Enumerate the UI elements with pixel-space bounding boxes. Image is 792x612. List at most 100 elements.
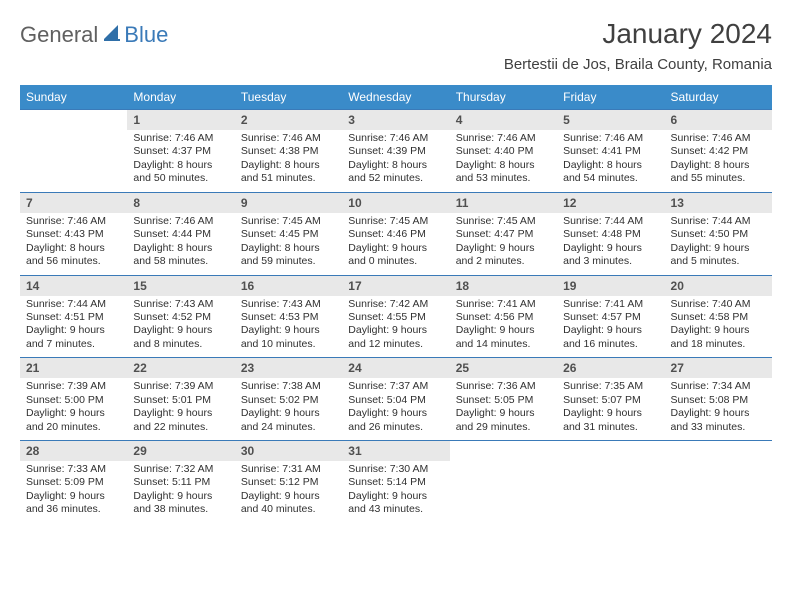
day-number: 5 <box>557 110 664 131</box>
daylight-line: Daylight: 9 hours and 14 minutes. <box>456 324 551 351</box>
day-info: Sunrise: 7:46 AMSunset: 4:38 PMDaylight:… <box>235 130 342 192</box>
day-info: Sunrise: 7:35 AMSunset: 5:07 PMDaylight:… <box>557 378 664 440</box>
sunset-line: Sunset: 4:57 PM <box>563 311 658 324</box>
daylight-line: Daylight: 8 hours and 51 minutes. <box>241 159 336 186</box>
month-title: January 2024 <box>504 18 772 50</box>
header: General Blue January 2024 Bertestii de J… <box>20 18 772 73</box>
day-number: 10 <box>342 192 449 213</box>
weekday-header: Sunday <box>20 85 127 110</box>
day-info: Sunrise: 7:46 AMSunset: 4:40 PMDaylight:… <box>450 130 557 192</box>
day-info: Sunrise: 7:46 AMSunset: 4:37 PMDaylight:… <box>127 130 234 192</box>
day-info: Sunrise: 7:41 AMSunset: 4:57 PMDaylight:… <box>557 296 664 358</box>
empty-cell <box>665 461 772 523</box>
day-number: 30 <box>235 441 342 462</box>
sunrise-line: Sunrise: 7:33 AM <box>26 463 121 476</box>
daylight-line: Daylight: 8 hours and 55 minutes. <box>671 159 766 186</box>
empty-cell <box>450 461 557 523</box>
sunset-line: Sunset: 4:50 PM <box>671 228 766 241</box>
day-number: 19 <box>557 275 664 296</box>
day-info: Sunrise: 7:45 AMSunset: 4:47 PMDaylight:… <box>450 213 557 275</box>
sunrise-line: Sunrise: 7:46 AM <box>26 215 121 228</box>
weekday-header: Tuesday <box>235 85 342 110</box>
day-info: Sunrise: 7:44 AMSunset: 4:50 PMDaylight:… <box>665 213 772 275</box>
empty-cell <box>557 441 664 462</box>
sunrise-line: Sunrise: 7:32 AM <box>133 463 228 476</box>
daylight-line: Daylight: 9 hours and 36 minutes. <box>26 490 121 517</box>
day-number: 12 <box>557 192 664 213</box>
day-info: Sunrise: 7:33 AMSunset: 5:09 PMDaylight:… <box>20 461 127 523</box>
day-info: Sunrise: 7:44 AMSunset: 4:48 PMDaylight:… <box>557 213 664 275</box>
daylight-line: Daylight: 9 hours and 8 minutes. <box>133 324 228 351</box>
day-number: 18 <box>450 275 557 296</box>
sunrise-line: Sunrise: 7:46 AM <box>133 215 228 228</box>
sunrise-line: Sunrise: 7:35 AM <box>563 380 658 393</box>
sunset-line: Sunset: 4:39 PM <box>348 145 443 158</box>
daylight-line: Daylight: 9 hours and 22 minutes. <box>133 407 228 434</box>
day-number: 8 <box>127 192 234 213</box>
day-info: Sunrise: 7:31 AMSunset: 5:12 PMDaylight:… <box>235 461 342 523</box>
day-info: Sunrise: 7:45 AMSunset: 4:45 PMDaylight:… <box>235 213 342 275</box>
sunrise-line: Sunrise: 7:30 AM <box>348 463 443 476</box>
sunset-line: Sunset: 5:12 PM <box>241 476 336 489</box>
sunset-line: Sunset: 5:02 PM <box>241 394 336 407</box>
sunrise-line: Sunrise: 7:43 AM <box>133 298 228 311</box>
sunrise-line: Sunrise: 7:46 AM <box>133 132 228 145</box>
sunrise-line: Sunrise: 7:39 AM <box>26 380 121 393</box>
sunset-line: Sunset: 4:55 PM <box>348 311 443 324</box>
day-number: 15 <box>127 275 234 296</box>
day-number: 21 <box>20 358 127 379</box>
day-info: Sunrise: 7:38 AMSunset: 5:02 PMDaylight:… <box>235 378 342 440</box>
daylight-line: Daylight: 8 hours and 52 minutes. <box>348 159 443 186</box>
logo-text-general: General <box>20 22 98 48</box>
sunset-line: Sunset: 5:05 PM <box>456 394 551 407</box>
daylight-line: Daylight: 9 hours and 20 minutes. <box>26 407 121 434</box>
sunrise-line: Sunrise: 7:44 AM <box>563 215 658 228</box>
sunrise-line: Sunrise: 7:41 AM <box>563 298 658 311</box>
sunrise-line: Sunrise: 7:31 AM <box>241 463 336 476</box>
day-info: Sunrise: 7:46 AMSunset: 4:41 PMDaylight:… <box>557 130 664 192</box>
day-number: 25 <box>450 358 557 379</box>
sunset-line: Sunset: 5:01 PM <box>133 394 228 407</box>
logo-text-blue: Blue <box>124 22 168 48</box>
day-info: Sunrise: 7:46 AMSunset: 4:39 PMDaylight:… <box>342 130 449 192</box>
daylight-line: Daylight: 9 hours and 5 minutes. <box>671 242 766 269</box>
daylight-line: Daylight: 9 hours and 16 minutes. <box>563 324 658 351</box>
day-number: 4 <box>450 110 557 131</box>
daylight-line: Daylight: 9 hours and 18 minutes. <box>671 324 766 351</box>
day-info: Sunrise: 7:44 AMSunset: 4:51 PMDaylight:… <box>20 296 127 358</box>
day-number: 6 <box>665 110 772 131</box>
empty-cell <box>450 441 557 462</box>
empty-cell <box>557 461 664 523</box>
daylight-line: Daylight: 9 hours and 29 minutes. <box>456 407 551 434</box>
day-number: 31 <box>342 441 449 462</box>
sunset-line: Sunset: 4:58 PM <box>671 311 766 324</box>
location-text: Bertestii de Jos, Braila County, Romania <box>504 56 772 73</box>
weekday-header: Saturday <box>665 85 772 110</box>
empty-cell <box>20 110 127 131</box>
sunrise-line: Sunrise: 7:44 AM <box>26 298 121 311</box>
sunrise-line: Sunrise: 7:40 AM <box>671 298 766 311</box>
sunrise-line: Sunrise: 7:43 AM <box>241 298 336 311</box>
day-number: 20 <box>665 275 772 296</box>
title-block: January 2024 Bertestii de Jos, Braila Co… <box>504 18 772 73</box>
day-number: 22 <box>127 358 234 379</box>
day-info: Sunrise: 7:42 AMSunset: 4:55 PMDaylight:… <box>342 296 449 358</box>
daylight-line: Daylight: 8 hours and 56 minutes. <box>26 242 121 269</box>
day-info: Sunrise: 7:43 AMSunset: 4:52 PMDaylight:… <box>127 296 234 358</box>
sunset-line: Sunset: 4:47 PM <box>456 228 551 241</box>
sunrise-line: Sunrise: 7:45 AM <box>348 215 443 228</box>
sunset-line: Sunset: 4:46 PM <box>348 228 443 241</box>
day-number: 11 <box>450 192 557 213</box>
sunset-line: Sunset: 4:44 PM <box>133 228 228 241</box>
empty-cell <box>20 130 127 192</box>
day-info: Sunrise: 7:40 AMSunset: 4:58 PMDaylight:… <box>665 296 772 358</box>
daylight-line: Daylight: 9 hours and 10 minutes. <box>241 324 336 351</box>
day-number: 17 <box>342 275 449 296</box>
daylight-line: Daylight: 9 hours and 26 minutes. <box>348 407 443 434</box>
calendar-table: SundayMondayTuesdayWednesdayThursdayFrid… <box>20 85 772 523</box>
day-number: 23 <box>235 358 342 379</box>
day-number: 1 <box>127 110 234 131</box>
sunset-line: Sunset: 4:42 PM <box>671 145 766 158</box>
day-number: 16 <box>235 275 342 296</box>
daylight-line: Daylight: 8 hours and 58 minutes. <box>133 242 228 269</box>
